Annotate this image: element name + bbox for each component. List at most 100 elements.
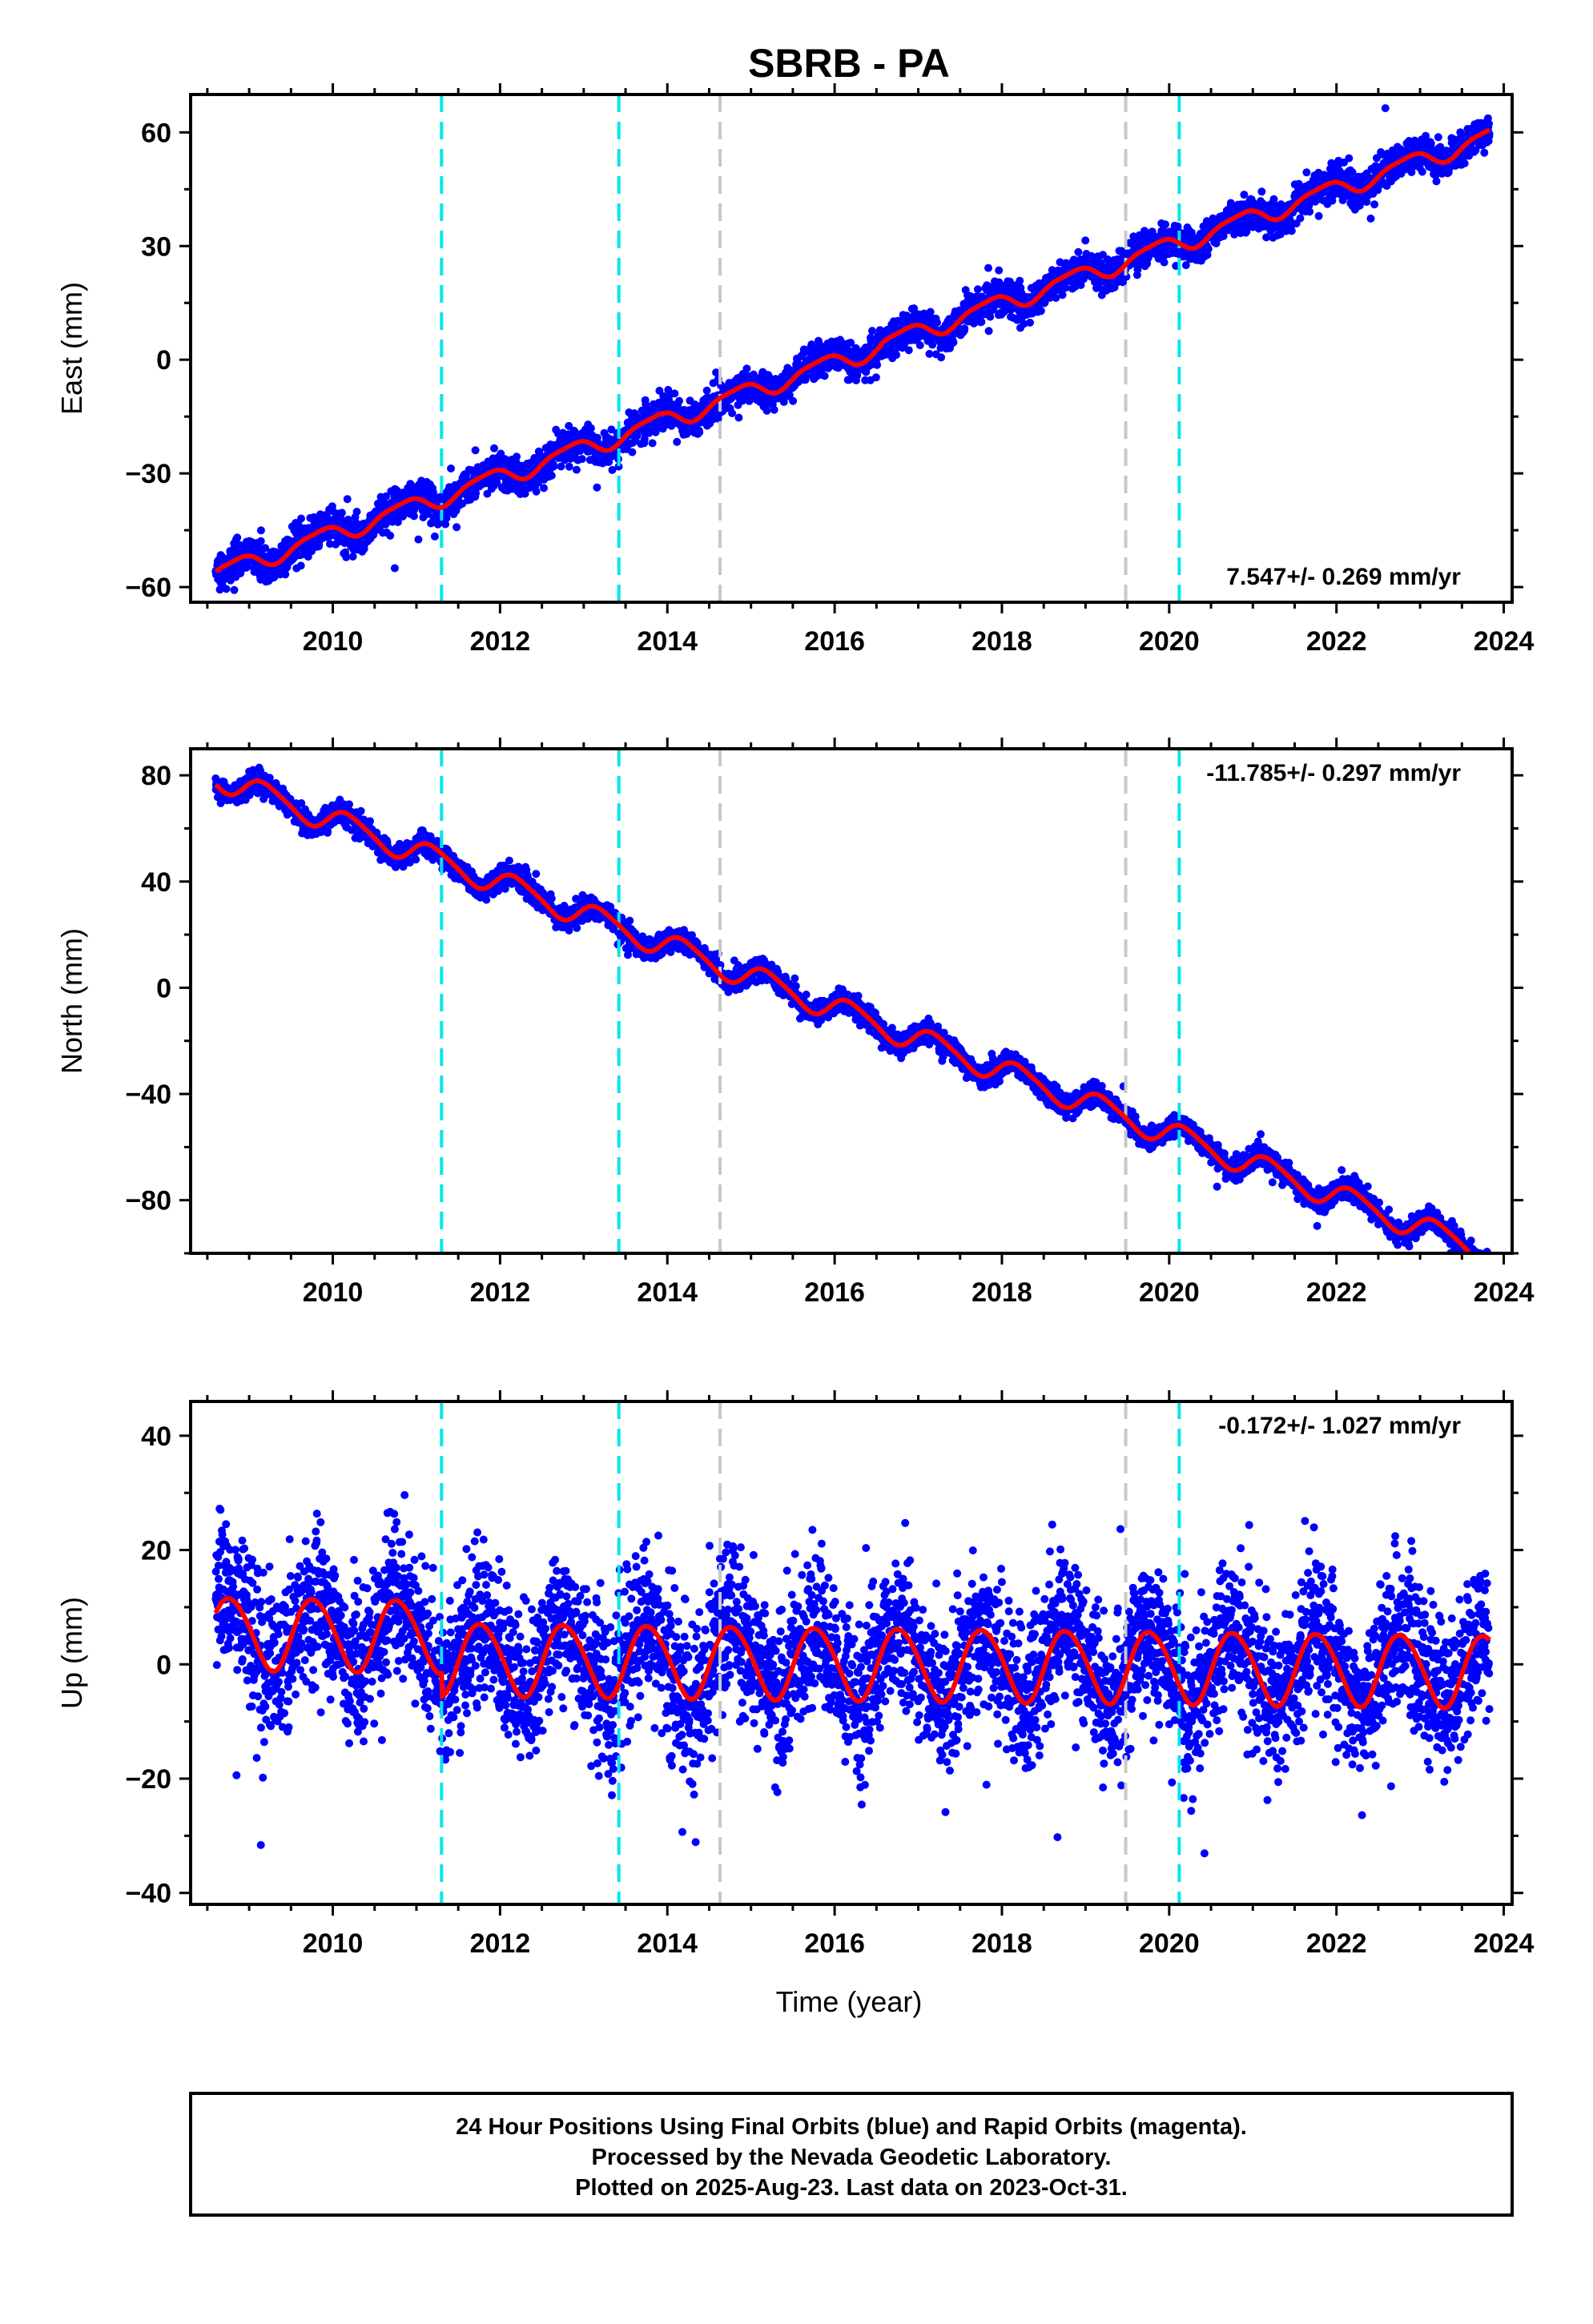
east-point-1367 <box>565 462 573 471</box>
east-point-4623 <box>1426 139 1435 148</box>
east-point-2720 <box>915 341 924 350</box>
east-point-3139 <box>1026 318 1034 327</box>
east-point-939 <box>453 523 461 532</box>
east-xtick-label-3: 2016 <box>804 626 865 657</box>
east-point-4400 <box>1366 214 1375 223</box>
east-point-898 <box>441 520 450 529</box>
east-point-528 <box>348 553 357 561</box>
east-xtick-label-7: 2024 <box>1474 626 1535 657</box>
east-point-1395 <box>572 465 581 474</box>
east-point-227 <box>270 573 279 581</box>
east-xtick-label-0: 2010 <box>303 626 364 657</box>
east-point-4176 <box>1305 207 1314 216</box>
east-ytick-label-2: 0 <box>156 345 171 376</box>
east-point-1744 <box>664 385 673 394</box>
east-point-3179 <box>1036 307 1045 316</box>
east-point-1533 <box>607 425 616 434</box>
east-point-1716 <box>655 386 664 395</box>
east-point-2154 <box>770 405 778 414</box>
east-rate-label: 7.547+/- 0.269 mm/yr <box>1226 564 1461 590</box>
east-point-4453 <box>1381 104 1390 113</box>
east-point-1561 <box>614 462 623 471</box>
east-point-2226 <box>789 396 798 405</box>
east-point-1365 <box>565 421 573 430</box>
east-xtick-label-2: 2014 <box>637 626 698 657</box>
east-point-2552 <box>873 360 882 369</box>
east-xtick-label-6: 2022 <box>1306 626 1367 657</box>
east-point-773 <box>409 512 418 521</box>
east-point-3012 <box>995 266 1004 275</box>
east-point-2943 <box>977 318 986 326</box>
east-point-4642 <box>1432 177 1441 186</box>
east-point-70 <box>230 585 239 594</box>
east-point-2048 <box>742 364 751 373</box>
east-point-2972 <box>984 263 992 272</box>
east-point-3638 <box>1161 220 1169 229</box>
east-point-697 <box>390 564 399 573</box>
east-point-1453 <box>586 424 595 432</box>
east-point-1006 <box>472 489 481 497</box>
east-point-2677 <box>904 346 913 355</box>
east-point-1416 <box>577 455 586 464</box>
east-point-1896 <box>702 386 711 395</box>
east-point-3633 <box>1160 258 1169 267</box>
east-point-2126 <box>762 406 771 415</box>
east-point-1004 <box>471 446 480 455</box>
east-point-2350 <box>820 372 829 380</box>
east-point-903 <box>442 513 451 522</box>
east-point-1480 <box>593 433 601 442</box>
east-point-543 <box>352 508 361 516</box>
east-point-1164 <box>513 452 521 461</box>
east-point-1866 <box>695 428 704 436</box>
east-point-4209 <box>1314 211 1323 220</box>
east-point-176 <box>256 537 265 545</box>
east-point-1269 <box>540 484 548 493</box>
east-point-3931 <box>1240 191 1249 199</box>
east-point-1785 <box>675 396 683 405</box>
east-point-1776 <box>673 437 682 446</box>
east-xtick-label-5: 2020 <box>1139 626 1200 657</box>
east-point-790 <box>414 535 423 544</box>
east-point-711 <box>393 518 402 526</box>
east-point-4756 <box>1460 159 1469 167</box>
east-point-1243 <box>532 487 541 496</box>
east-point-328 <box>297 514 305 523</box>
east-point-1305 <box>549 462 558 471</box>
east-point-2880 <box>960 324 969 333</box>
east-point-41 <box>222 585 231 593</box>
east-point-4650 <box>1434 133 1442 142</box>
east-point-177 <box>256 526 265 535</box>
east-point-327 <box>296 561 305 570</box>
east-point-2974 <box>984 327 993 336</box>
north-data-points <box>211 763 1492 1253</box>
east-xtick-label-1: 2012 <box>470 626 531 657</box>
east-point-3998 <box>1257 187 1266 196</box>
east-point-2018 <box>734 413 743 422</box>
east-point-3315 <box>1074 247 1083 256</box>
east-point-3097 <box>1016 276 1024 285</box>
east-point-2548 <box>871 373 880 382</box>
east-ytick-label-3: 30 <box>141 231 171 262</box>
east-data-points <box>211 104 1494 594</box>
east-point-856 <box>430 532 439 541</box>
east-point-3341 <box>1081 236 1090 245</box>
east-point-193 <box>261 544 270 553</box>
panel-north: 2010 2012 2014 2016 2018 2020 2022 2024−80−4004… <box>55 738 1534 1308</box>
east-point-1300 <box>547 471 556 480</box>
east-point-1995 <box>728 409 737 417</box>
east-point-662 <box>382 492 390 501</box>
east-point-1078 <box>490 444 498 452</box>
east-ytick-label-0: −60 <box>125 573 171 603</box>
east-point-849 <box>428 488 437 497</box>
east-point-485 <box>337 509 346 517</box>
east-point-4589 <box>1418 167 1426 176</box>
east-point-1478 <box>593 483 601 492</box>
east-point-1689 <box>648 439 657 448</box>
east-point-2837 <box>949 338 958 347</box>
east-point-4164 <box>1302 168 1311 177</box>
east-point-4141 <box>1296 214 1305 223</box>
panel-east: 2010 2012 2014 2016 2018 2020 2022 2024−60−3003… <box>55 83 1534 657</box>
east-point-508 <box>343 495 352 504</box>
east-point-4829 <box>1480 148 1489 157</box>
east-point-2795 <box>937 353 946 362</box>
